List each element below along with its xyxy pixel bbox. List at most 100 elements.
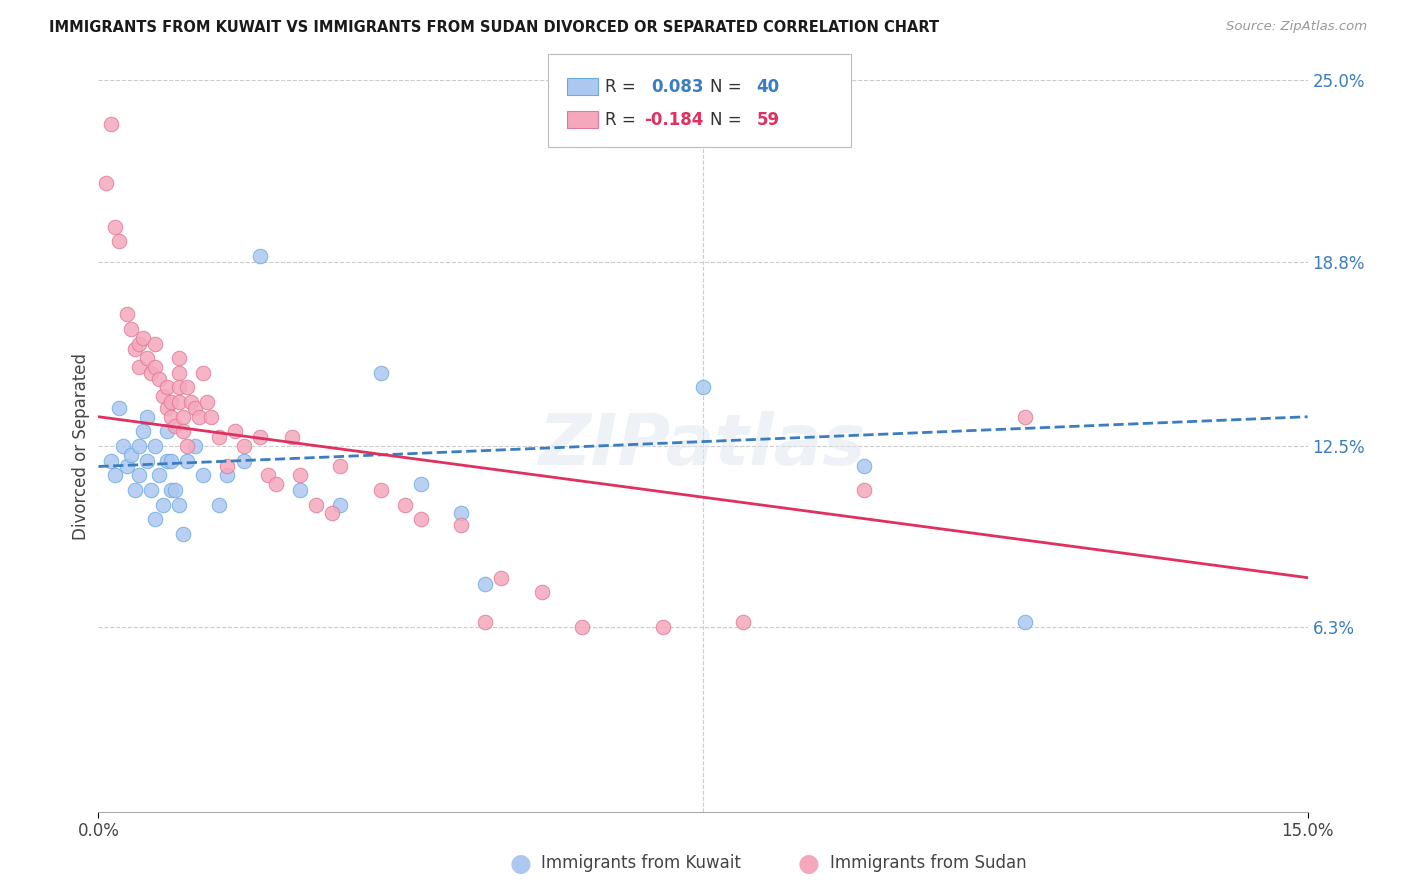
Point (288, 468, 311, 483)
Point (111, 439, 134, 453)
Point (167, 380, 190, 394)
Point (450, 518, 472, 533)
Point (156, 380, 179, 394)
Point (853, 459, 876, 474)
Text: Source: ZipAtlas.com: Source: ZipAtlas.com (1226, 20, 1367, 33)
Point (491, 571, 513, 585)
Point (120, 322, 142, 336)
Point (217, 459, 239, 474)
Point (193, 366, 215, 380)
Point (370, 366, 392, 380)
Point (305, 498, 328, 512)
Text: -0.184: -0.184 (644, 111, 703, 128)
Point (120, 448, 142, 462)
Point (193, 468, 215, 483)
Point (249, 430, 271, 444)
Text: 59: 59 (756, 111, 779, 128)
Point (128, 468, 150, 483)
Point (139, 366, 162, 380)
Text: ●: ● (509, 852, 531, 875)
Point (733, 615, 755, 629)
Point (132, 331, 155, 345)
Point (156, 401, 179, 415)
Point (651, 620, 673, 634)
Point (217, 468, 239, 483)
Point (139, 483, 162, 497)
Point (1014, 615, 1036, 629)
Point (167, 395, 190, 409)
Point (1014, 409, 1036, 424)
Point (107, 401, 129, 415)
Point (156, 425, 179, 439)
Point (184, 401, 207, 415)
Point (249, 249, 271, 263)
Point (124, 343, 146, 357)
Point (329, 459, 352, 474)
Point (450, 506, 472, 520)
Text: Immigrants from Kuwait: Immigrants from Kuwait (541, 855, 741, 872)
Point (115, 307, 138, 321)
Point (163, 483, 186, 497)
Point (143, 336, 166, 351)
Point (571, 620, 593, 634)
Point (135, 453, 157, 467)
Point (176, 453, 198, 467)
Point (409, 477, 432, 491)
Text: Immigrants from Sudan: Immigrants from Sudan (830, 855, 1026, 872)
Point (135, 351, 157, 366)
Point (167, 351, 190, 366)
Point (143, 512, 166, 526)
Point (160, 409, 183, 424)
Point (692, 380, 714, 394)
Point (256, 468, 278, 483)
Text: N =: N = (710, 111, 747, 128)
Point (264, 477, 287, 491)
Point (128, 439, 150, 453)
Point (167, 498, 190, 512)
Point (474, 615, 496, 629)
Point (184, 439, 207, 453)
Text: R =: R = (605, 78, 641, 95)
Point (195, 395, 218, 409)
Point (124, 483, 146, 497)
Point (115, 459, 138, 474)
Point (152, 498, 174, 512)
Point (167, 366, 190, 380)
Point (329, 498, 352, 512)
Text: 0.083: 0.083 (651, 78, 703, 95)
Text: 40: 40 (756, 78, 779, 95)
Point (172, 526, 194, 541)
Point (180, 395, 202, 409)
Text: R =: R = (605, 111, 641, 128)
Point (100, 453, 122, 467)
Point (96, 176, 118, 190)
Point (160, 453, 183, 467)
Y-axis label: Divorced or Separated: Divorced or Separated (72, 352, 90, 540)
Point (107, 234, 129, 248)
Point (100, 117, 122, 131)
Point (394, 498, 416, 512)
Point (176, 439, 198, 453)
Point (232, 453, 254, 467)
Point (143, 359, 166, 374)
Text: N =: N = (710, 78, 747, 95)
Point (474, 576, 496, 591)
Point (156, 453, 179, 467)
Point (152, 389, 174, 403)
Point (208, 498, 231, 512)
Point (172, 425, 194, 439)
Point (132, 425, 155, 439)
Point (176, 380, 198, 394)
Point (103, 219, 125, 234)
Point (224, 425, 246, 439)
Text: ●: ● (797, 852, 820, 875)
Point (148, 468, 170, 483)
Point (208, 430, 231, 444)
Point (232, 439, 254, 453)
Point (188, 409, 211, 424)
Point (160, 395, 183, 409)
Point (172, 409, 194, 424)
Point (128, 359, 150, 374)
Point (160, 483, 183, 497)
Point (103, 468, 125, 483)
